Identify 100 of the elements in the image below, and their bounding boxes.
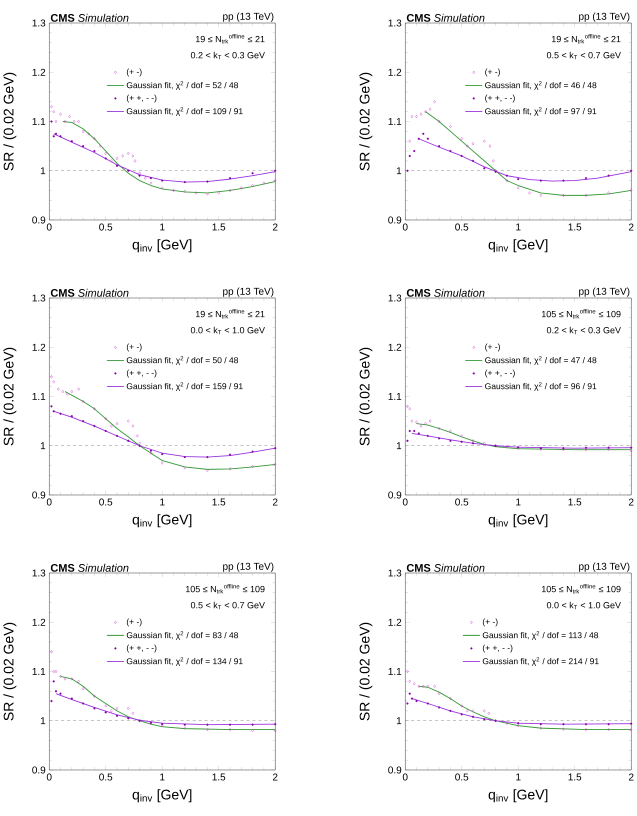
point <box>262 181 266 185</box>
legend-label: Gaussian fit, χ$^{2}$ / dof = 109 / 91 <box>126 107 243 116</box>
x-tick-label: 1.5 <box>212 224 226 230</box>
chart-subtitle: pp (13 TeV) <box>579 562 630 572</box>
x-tick-label: 0 <box>402 224 408 231</box>
point <box>539 194 542 197</box>
point <box>420 424 422 428</box>
y-axis-title: SR / (0.02 GeV) <box>3 72 16 170</box>
chart-subtitle: pp (13 TeV) <box>223 562 274 572</box>
line-series <box>64 391 276 470</box>
point <box>134 159 136 162</box>
point <box>539 726 542 730</box>
annotation: 0.0 < k$_{T}$ < 1.0 GeV <box>190 326 265 334</box>
x-tick-label: 1 <box>516 774 520 780</box>
point <box>104 704 107 708</box>
y-tick-label: 0.9 <box>388 766 402 774</box>
legend-label: (+ +, - -) <box>485 94 515 102</box>
y-tick-label: 1.2 <box>388 618 402 626</box>
annotation: 0.0 < k$_{T}$ < 1.0 GeV <box>546 602 621 610</box>
point <box>72 120 76 124</box>
legend-label: (+ +, - -) <box>126 370 156 378</box>
point <box>449 124 452 128</box>
point <box>144 176 146 180</box>
point <box>104 417 107 420</box>
x-tick-label: 1 <box>516 224 520 230</box>
x-tick-label: 0.5 <box>455 774 468 781</box>
x-tick-label: 0.5 <box>455 224 468 231</box>
x-tick-label: 0 <box>402 498 408 506</box>
x-tick-label: 0 <box>402 774 408 781</box>
x-tick-label: 0.5 <box>455 498 468 506</box>
chart-subtitle: pp (13 TeV) <box>223 12 274 22</box>
point <box>417 684 420 688</box>
point <box>630 449 632 452</box>
x-tick-label: 2 <box>628 774 634 780</box>
point <box>274 179 276 182</box>
legend-label: Gaussian fit, χ$^{2}$ / dof = 52 / 48 <box>126 81 238 90</box>
x-tick-label: 2 <box>272 224 278 230</box>
point <box>472 709 474 712</box>
line-series <box>411 698 632 725</box>
point <box>415 420 418 424</box>
x-tick-label: 0.5 <box>99 774 112 781</box>
point <box>482 442 486 445</box>
point <box>433 684 436 688</box>
point <box>87 132 90 136</box>
point <box>150 452 152 455</box>
point <box>274 462 276 466</box>
chart-title: CMS Simulation <box>50 14 128 22</box>
legend-label: Gaussian fit, χ$^{2}$ / dof = 96 / 91 <box>484 382 596 391</box>
point <box>422 684 424 688</box>
point <box>251 728 254 732</box>
point <box>121 154 124 158</box>
y-tick-label: 1 <box>40 717 46 724</box>
legend-label: Gaussian fit, χ$^{2}$ / dof = 97 / 91 <box>484 107 596 116</box>
line-series <box>60 676 276 730</box>
point <box>131 424 134 428</box>
point <box>82 130 84 133</box>
annotation: 105 ≤ N$_{trk}$$^{offline}$ ≤ 109 <box>542 309 620 318</box>
y-tick-label: 1 <box>396 442 402 450</box>
point <box>630 188 632 192</box>
point <box>68 114 71 118</box>
point <box>93 407 96 410</box>
point <box>406 404 409 408</box>
point <box>506 179 508 182</box>
legend-label: Gaussian fit, χ$^{2}$ / dof = 47 / 48 <box>484 356 596 365</box>
point <box>488 144 492 148</box>
legend-label: (+ -) <box>485 344 500 352</box>
x-tick-label: 1.5 <box>568 774 582 780</box>
y-axis-title: SR / (0.02 GeV) <box>359 622 372 720</box>
annotation: 0.2 < k$_{T}$ < 0.3 GeV <box>190 52 265 60</box>
point <box>93 137 96 140</box>
point <box>59 674 62 678</box>
point <box>160 461 164 465</box>
point <box>66 392 68 396</box>
x-tick-label: 1.5 <box>212 498 226 506</box>
chart-title: CMS Simulation <box>406 14 484 22</box>
point <box>492 159 494 162</box>
legend-label: Gaussian fit, χ$^{2}$ / dof = 159 / 91 <box>126 382 243 391</box>
y-tick-label: 1.3 <box>388 19 402 27</box>
point <box>466 144 468 148</box>
x-tick-label: 2 <box>272 498 278 506</box>
point <box>183 466 186 470</box>
x-axis-title: q$_{inv}$ [GeV] <box>488 514 548 528</box>
point <box>408 140 411 143</box>
point <box>150 181 152 185</box>
y-tick-label: 1.3 <box>32 294 46 302</box>
point <box>584 728 588 732</box>
legend-label: (+ +, - -) <box>485 370 515 378</box>
annotation: 105 ≤ N$_{trk}$$^{offline}$ ≤ 109 <box>542 584 620 594</box>
point <box>194 191 198 194</box>
y-tick-label: 1.3 <box>388 569 402 577</box>
point <box>438 426 440 430</box>
legend-label: Gaussian fit, χ$^{2}$ / dof = 50 / 48 <box>126 356 238 365</box>
chart-title: CMS Simulation <box>406 564 484 572</box>
point <box>116 156 118 160</box>
legend-label: Gaussian fit, χ$^{2}$ / dof = 134 / 91 <box>126 657 243 666</box>
point <box>217 191 220 194</box>
point <box>126 706 130 710</box>
point <box>460 704 463 708</box>
legend-label: Gaussian fit, χ$^{2}$ / dof = 83 / 48 <box>126 631 238 640</box>
line-series <box>53 133 276 183</box>
